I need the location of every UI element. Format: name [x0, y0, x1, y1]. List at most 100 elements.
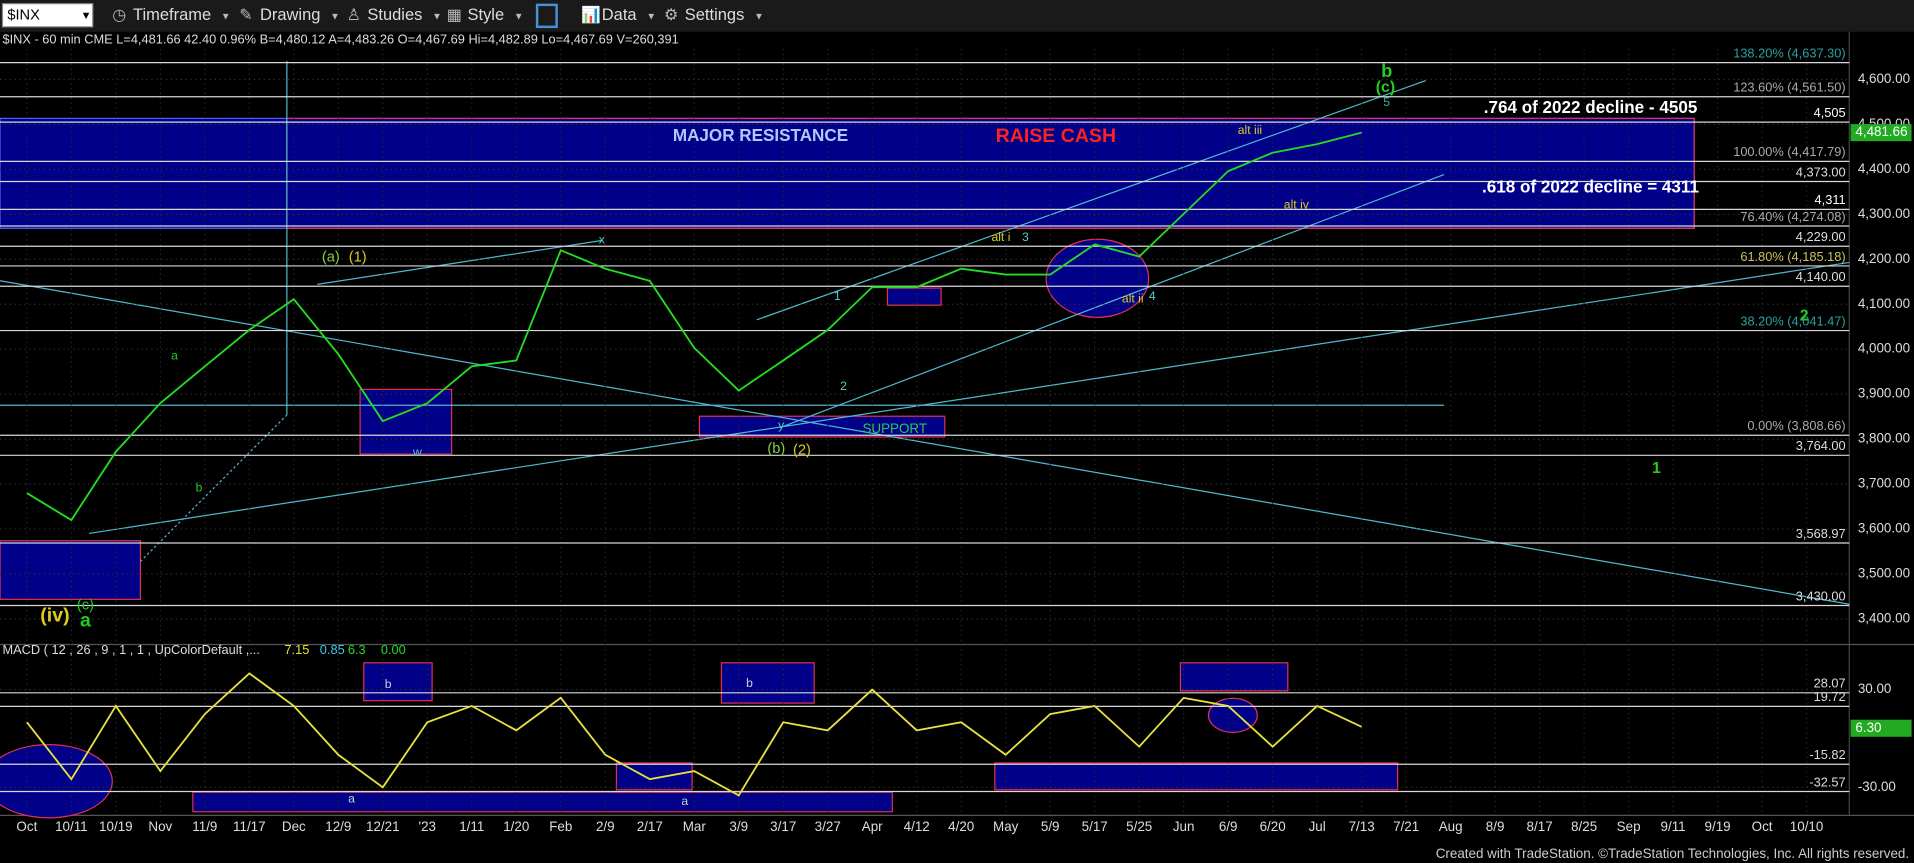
wave-label: 1 — [834, 289, 841, 303]
dropdown-arrow: ▼ — [432, 12, 442, 23]
macd-readout: 7.15 — [284, 642, 309, 657]
y-tick-label: 4,600.00 — [1858, 71, 1910, 86]
x-tick-label: 11/17 — [233, 819, 266, 834]
wave-label: b — [196, 480, 203, 494]
last-price-label: 6.30 — [1855, 720, 1881, 735]
x-tick-label: Sep — [1617, 819, 1641, 834]
y-tick-label: 4,400.00 — [1858, 161, 1910, 176]
x-tick-label: 1/20 — [503, 819, 529, 834]
zone-box — [359, 388, 453, 455]
level-label: 4,505 — [1814, 105, 1846, 120]
series-line — [26, 131, 1362, 522]
dropdown-arrow: ▼ — [221, 12, 231, 23]
x-tick-label: Jul — [1309, 819, 1326, 834]
wave-label: alt iv — [1284, 197, 1310, 211]
level-label: 3,568.97 — [1796, 526, 1846, 541]
level-label: 4,373.00 — [1796, 164, 1846, 179]
wave-label: (b) — [767, 441, 785, 457]
toolbar-icon: ♙ — [347, 7, 361, 24]
wave-label: SUPPORT — [862, 421, 927, 436]
x-tick-label: 9/11 — [1661, 819, 1686, 834]
wave-label: b — [746, 676, 753, 690]
dropdown-arrow: ▼ — [81, 10, 92, 22]
wave-label: y — [778, 418, 785, 432]
level-label: 123.60% (4,561.50) — [1733, 80, 1845, 95]
wave-label: (1) — [349, 249, 367, 265]
x-tick-label: 10/11 — [55, 819, 88, 834]
dropdown-arrow: ▼ — [646, 12, 656, 23]
trend-line — [139, 414, 288, 562]
zone-box — [363, 662, 433, 702]
y-tick-label: 3,600.00 — [1858, 521, 1910, 536]
toolbar-button[interactable]: Studies — [367, 6, 422, 24]
toolbar — [0, 0, 1914, 32]
y-tick-label: 3,700.00 — [1858, 476, 1910, 491]
x-tick-label: Oct — [1752, 819, 1773, 834]
x-tick-label: 7/13 — [1349, 819, 1375, 834]
toolbar-button[interactable]: Style — [468, 6, 505, 24]
toolbar-icon: ▦ — [447, 7, 462, 24]
wave-label: a — [348, 792, 355, 806]
x-tick-label: Mar — [683, 819, 707, 834]
y-tick-label: 4,300.00 — [1858, 206, 1910, 221]
wave-label: a — [171, 349, 178, 363]
zone-box — [720, 662, 815, 704]
level-label: 76.40% (4,274.08) — [1740, 209, 1845, 224]
series-line — [26, 672, 1363, 797]
zone-ellipse — [0, 743, 113, 819]
x-tick-label: 3/17 — [770, 819, 796, 834]
x-tick-label: Nov — [148, 819, 172, 834]
toolbar-icon: ⚙ — [664, 7, 678, 24]
trend-line — [317, 239, 602, 286]
symbol-input[interactable]: $INX — [7, 8, 40, 24]
wave-label: 1 — [1652, 460, 1661, 477]
trend-line — [0, 280, 1850, 605]
toolbar-button[interactable]: Data — [602, 6, 638, 24]
y-tick-label: 4,100.00 — [1858, 296, 1910, 311]
x-tick-label: 8/25 — [1571, 819, 1597, 834]
x-tick-label: 5/9 — [1041, 819, 1060, 834]
last-price-box — [1850, 719, 1912, 737]
zone-box — [0, 540, 141, 600]
wave-label: 3 — [1022, 230, 1029, 244]
x-tick-label: 4/20 — [948, 819, 974, 834]
zone-ellipse — [1045, 238, 1150, 318]
level-label: 4,229.00 — [1796, 229, 1846, 244]
footer-bar — [0, 839, 1914, 863]
zone-box — [192, 791, 893, 813]
toolbar-button[interactable]: Timeframe — [133, 6, 211, 24]
x-tick-label: 8/17 — [1527, 819, 1553, 834]
last-price-box — [1850, 124, 1912, 142]
level-label: 100.00% (4,417.79) — [1733, 144, 1845, 159]
x-tick-label: 2/17 — [637, 819, 663, 834]
wave-label: 4 — [1149, 289, 1156, 303]
wave-label: x — [599, 233, 605, 247]
level-label: 3,764.00 — [1796, 438, 1846, 453]
x-tick-label: 10/19 — [99, 819, 133, 834]
toolbar-button[interactable]: Settings — [685, 6, 745, 24]
x-tick-label: 4/12 — [904, 819, 930, 834]
x-tick-label: May — [993, 819, 1019, 834]
footer: Created with TradeStation. ©TradeStation… — [1436, 846, 1909, 861]
x-tick-label: Apr — [862, 819, 883, 834]
level-label: -32.57 — [1809, 774, 1845, 789]
x-tick-label: 2/9 — [596, 819, 615, 834]
wave-label: b — [385, 677, 392, 691]
toolbar-icon: 📊 — [581, 5, 601, 24]
toolbar-button[interactable]: Drawing — [260, 6, 320, 24]
dropdown-arrow: ▼ — [754, 12, 764, 23]
level-label: 0.00% (3,808.66) — [1747, 418, 1845, 433]
wave-label: 2 — [840, 379, 847, 393]
level-label: -15.82 — [1809, 747, 1845, 762]
zone-box — [994, 762, 1399, 791]
wave-label: b — [1381, 60, 1392, 81]
dropdown-arrow: ▼ — [514, 12, 524, 23]
symbol-box[interactable] — [1, 3, 94, 28]
zone-box — [1179, 662, 1289, 692]
wave-label: .764 of 2022 decline - 4505 — [1484, 98, 1698, 117]
info-line: $INX - 60 min CME L=4,481.66 42.40 0.96%… — [2, 32, 678, 47]
zone-box — [615, 762, 693, 791]
x-tick-label: Aug — [1439, 819, 1463, 834]
